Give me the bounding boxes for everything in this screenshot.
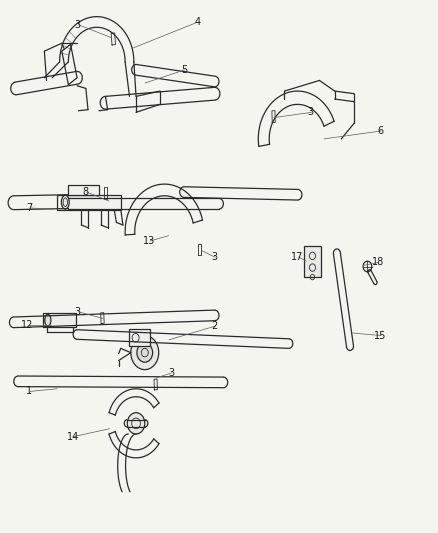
Ellipse shape [45,314,51,326]
Text: 8: 8 [83,187,89,197]
Ellipse shape [61,195,69,209]
Text: 3: 3 [168,368,174,378]
Text: 3: 3 [212,253,218,262]
Text: 18: 18 [372,257,385,267]
Text: 12: 12 [21,320,33,330]
Text: 7: 7 [26,203,32,213]
Text: 17: 17 [291,252,304,262]
Circle shape [127,413,145,434]
Text: 3: 3 [74,20,80,30]
Text: 14: 14 [67,432,79,442]
Bar [130,329,150,346]
Text: 2: 2 [212,321,218,331]
FancyBboxPatch shape [57,195,121,209]
Text: 15: 15 [374,330,387,341]
Circle shape [131,336,159,369]
Text: 3: 3 [307,107,314,117]
FancyBboxPatch shape [43,313,76,327]
Text: 6: 6 [378,126,384,136]
Bar [304,246,321,277]
Text: 4: 4 [194,17,200,27]
Text: 1: 1 [26,386,32,397]
Text: 3: 3 [74,306,80,317]
FancyBboxPatch shape [68,185,99,195]
Text: 13: 13 [143,236,155,246]
Text: 5: 5 [181,65,187,75]
Circle shape [137,343,152,362]
